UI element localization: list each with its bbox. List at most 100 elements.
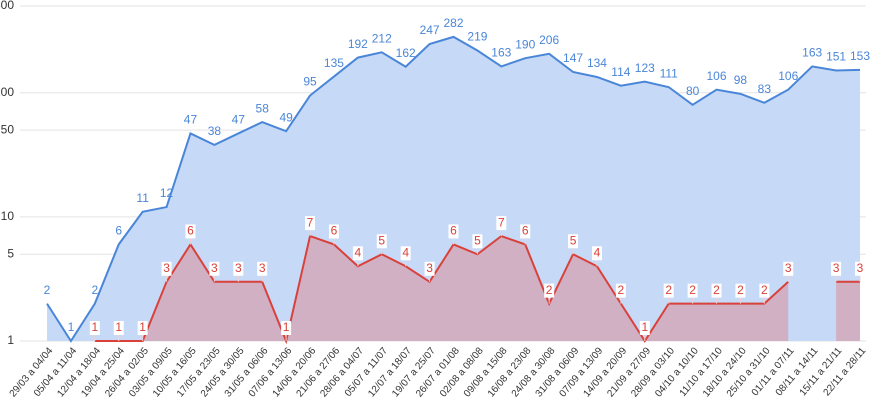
label-bg (328, 224, 339, 239)
data-label: 47 (232, 113, 246, 127)
data-label: 114 (611, 65, 630, 79)
data-label: 1 (68, 320, 75, 334)
data-label: 2 (761, 283, 768, 297)
data-label: 212 (372, 31, 392, 45)
data-label: 58 (256, 101, 270, 115)
y-tick-label: 5 (7, 246, 14, 260)
data-label: 2 (618, 283, 625, 297)
data-label: 12 (160, 186, 174, 200)
data-label: 5 (474, 233, 481, 247)
label-bg (639, 321, 650, 335)
data-label: 2 (546, 283, 553, 297)
label-bg (591, 246, 602, 261)
label-bg (113, 321, 124, 335)
data-label: 6 (522, 224, 529, 238)
data-label: 6 (187, 224, 194, 238)
data-label: 151 (826, 50, 846, 64)
data-label: 147 (563, 51, 583, 65)
area (836, 281, 860, 341)
data-label: 123 (635, 61, 655, 75)
data-label: 3 (785, 261, 792, 275)
data-label: 3 (235, 261, 242, 275)
data-label: 3 (259, 261, 266, 275)
data-label: 247 (420, 23, 440, 37)
data-label: 282 (443, 16, 463, 30)
data-label: 163 (802, 46, 822, 60)
data-label: 4 (402, 245, 409, 259)
line (46, 35, 861, 343)
data-label: 219 (467, 30, 487, 44)
data-label: 5 (378, 233, 385, 247)
data-label: 153 (850, 49, 870, 63)
data-label: 111 (660, 66, 679, 80)
data-label: 192 (348, 37, 368, 51)
label-bg (783, 261, 794, 276)
data-label: 5 (570, 233, 577, 247)
label-bg (448, 224, 459, 239)
data-label: 2 (713, 283, 720, 297)
data-label: 1 (115, 320, 122, 334)
data-label: 95 (303, 75, 317, 89)
data-label: 6 (331, 224, 338, 238)
data-label: 106 (778, 69, 798, 83)
label-bg (185, 224, 196, 239)
data-label: 6 (115, 224, 122, 238)
label-bg (520, 224, 531, 239)
label-bg (568, 234, 579, 249)
data-label: 2 (737, 283, 744, 297)
data-label: 2 (665, 283, 672, 297)
label-bg (711, 283, 722, 298)
y-tick-label: 50 (1, 122, 15, 136)
y-tick-label: 100 (0, 85, 14, 99)
data-label: 3 (833, 261, 840, 275)
data-label: 106 (707, 69, 727, 83)
data-label: 1 (641, 320, 648, 334)
label-bg (161, 261, 172, 276)
data-label: 163 (491, 46, 511, 60)
data-label: 98 (734, 73, 748, 87)
data-label: 206 (539, 33, 559, 47)
data-label: 2 (689, 283, 696, 297)
data-label: 83 (758, 82, 772, 96)
y-tick-label: 1 (7, 333, 14, 347)
label-bg (400, 246, 411, 261)
label-bg (855, 261, 865, 276)
label-bg (89, 321, 100, 335)
data-label: 38 (208, 124, 222, 138)
data-label: 3 (426, 261, 433, 275)
data-label: 1 (139, 320, 146, 334)
data-label: 135 (324, 56, 344, 70)
data-label: 49 (279, 110, 293, 124)
data-label: 3 (163, 261, 170, 275)
area (47, 36, 860, 342)
label-bg (759, 283, 770, 298)
data-label: 1 (283, 320, 290, 334)
label-bg (305, 216, 316, 231)
label-bg (687, 283, 698, 298)
label-bg (831, 261, 842, 276)
data-label: 190 (515, 37, 535, 51)
label-bg (472, 234, 483, 249)
label-bg (376, 234, 387, 249)
y-tick-label: 10 (1, 209, 15, 223)
data-label: 2 (91, 283, 98, 297)
data-label: 7 (498, 215, 505, 229)
data-label: 11 (136, 191, 149, 205)
label-bg (663, 283, 674, 298)
data-label: 6 (450, 224, 457, 238)
label-bg (281, 321, 292, 335)
label-bg (352, 246, 363, 261)
data-label: 1 (91, 320, 98, 334)
data-label: 7 (307, 215, 314, 229)
label-bg (544, 283, 555, 298)
label-bg (424, 261, 435, 276)
data-label: 47 (184, 113, 198, 127)
label-bg (735, 283, 746, 298)
label-bg (257, 261, 268, 276)
data-label: 162 (396, 46, 416, 60)
data-label: 3 (857, 261, 864, 275)
label-bg (233, 261, 244, 276)
data-label: 3 (211, 261, 218, 275)
data-label: 4 (594, 245, 601, 259)
